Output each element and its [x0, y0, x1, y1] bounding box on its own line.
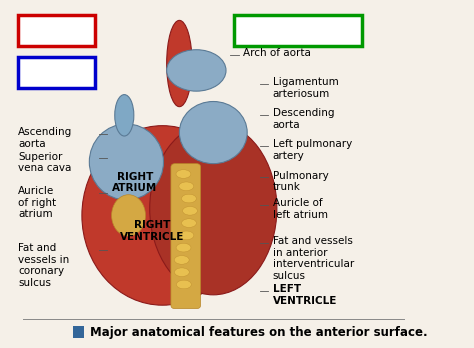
Ellipse shape — [82, 126, 243, 305]
FancyBboxPatch shape — [18, 57, 95, 88]
Ellipse shape — [176, 280, 191, 289]
Ellipse shape — [179, 182, 194, 191]
Text: RIGHT
ATRIUM: RIGHT ATRIUM — [112, 172, 157, 193]
Text: LEFT
VENTRICLE: LEFT VENTRICLE — [273, 284, 337, 306]
Text: Fat and
vessels in
coronary
sulcus: Fat and vessels in coronary sulcus — [18, 243, 70, 288]
Text: Auricle
of right
atrium: Auricle of right atrium — [18, 186, 56, 219]
Text: Arch of aorta: Arch of aorta — [243, 48, 311, 58]
FancyBboxPatch shape — [235, 15, 362, 46]
Text: Ligamentum
arteriosum: Ligamentum arteriosum — [273, 77, 338, 99]
Text: Major anatomical features on the anterior surface.: Major anatomical features on the anterio… — [91, 326, 428, 339]
Ellipse shape — [174, 268, 189, 277]
Ellipse shape — [176, 170, 191, 178]
Text: Ascending
aorta: Ascending aorta — [18, 127, 73, 149]
Text: Auricle of
left atrium: Auricle of left atrium — [273, 198, 328, 220]
Text: Pulmonary
trunk: Pulmonary trunk — [273, 171, 328, 192]
FancyBboxPatch shape — [18, 15, 95, 46]
Ellipse shape — [182, 194, 196, 203]
Text: RIGHT
VENTRICLE: RIGHT VENTRICLE — [119, 220, 184, 242]
Ellipse shape — [174, 256, 189, 264]
Ellipse shape — [179, 231, 194, 240]
Ellipse shape — [115, 95, 134, 136]
Ellipse shape — [182, 219, 196, 227]
Text: Left pulmonary
artery: Left pulmonary artery — [273, 140, 352, 161]
FancyBboxPatch shape — [73, 326, 84, 338]
Text: Fat and vessels
in anterior
interventricular
sulcus: Fat and vessels in anterior interventric… — [273, 236, 354, 281]
Text: Descending
aorta: Descending aorta — [273, 109, 334, 130]
Ellipse shape — [179, 102, 247, 164]
Ellipse shape — [182, 206, 197, 215]
FancyBboxPatch shape — [171, 164, 201, 309]
Ellipse shape — [167, 21, 192, 107]
Ellipse shape — [176, 243, 191, 252]
Ellipse shape — [167, 50, 226, 91]
Ellipse shape — [111, 195, 146, 236]
Ellipse shape — [89, 124, 164, 200]
Text: Superior
vena cava: Superior vena cava — [18, 152, 72, 173]
Ellipse shape — [150, 122, 277, 295]
